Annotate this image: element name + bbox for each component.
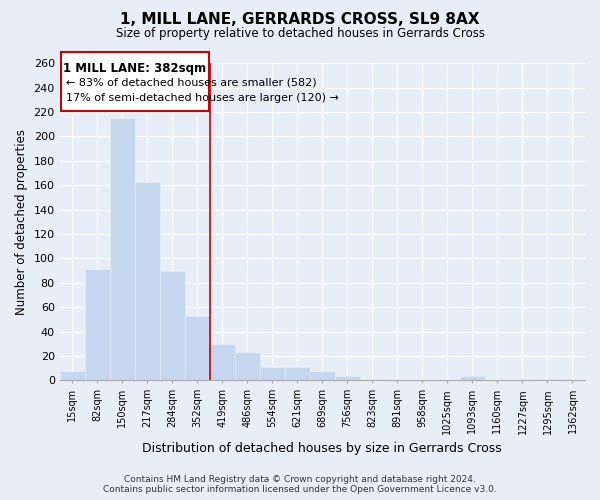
Text: 1 MILL LANE: 382sqm: 1 MILL LANE: 382sqm bbox=[63, 62, 206, 75]
Bar bbox=[59, 370, 85, 380]
Text: 1, MILL LANE, GERRARDS CROSS, SL9 8AX: 1, MILL LANE, GERRARDS CROSS, SL9 8AX bbox=[120, 12, 480, 28]
Bar bbox=[535, 379, 560, 380]
Bar bbox=[61, 52, 209, 111]
Bar bbox=[310, 370, 335, 380]
Bar bbox=[210, 344, 235, 381]
Bar bbox=[85, 270, 110, 380]
Text: 17% of semi-detached houses are larger (120) →: 17% of semi-detached houses are larger (… bbox=[66, 92, 339, 102]
Text: Contains HM Land Registry data © Crown copyright and database right 2024.
Contai: Contains HM Land Registry data © Crown c… bbox=[103, 474, 497, 494]
X-axis label: Distribution of detached houses by size in Gerrards Cross: Distribution of detached houses by size … bbox=[142, 442, 502, 455]
Bar bbox=[110, 118, 135, 380]
Bar bbox=[185, 316, 210, 380]
Bar bbox=[285, 367, 310, 380]
Y-axis label: Number of detached properties: Number of detached properties bbox=[15, 129, 28, 315]
Text: Size of property relative to detached houses in Gerrards Cross: Size of property relative to detached ho… bbox=[115, 28, 485, 40]
Bar bbox=[360, 379, 385, 380]
Text: ← 83% of detached houses are smaller (582): ← 83% of detached houses are smaller (58… bbox=[66, 78, 317, 88]
Bar bbox=[160, 270, 185, 380]
Bar bbox=[460, 376, 485, 380]
Bar bbox=[335, 376, 360, 380]
Bar bbox=[260, 367, 285, 380]
Bar bbox=[135, 182, 160, 380]
Bar bbox=[235, 352, 260, 380]
